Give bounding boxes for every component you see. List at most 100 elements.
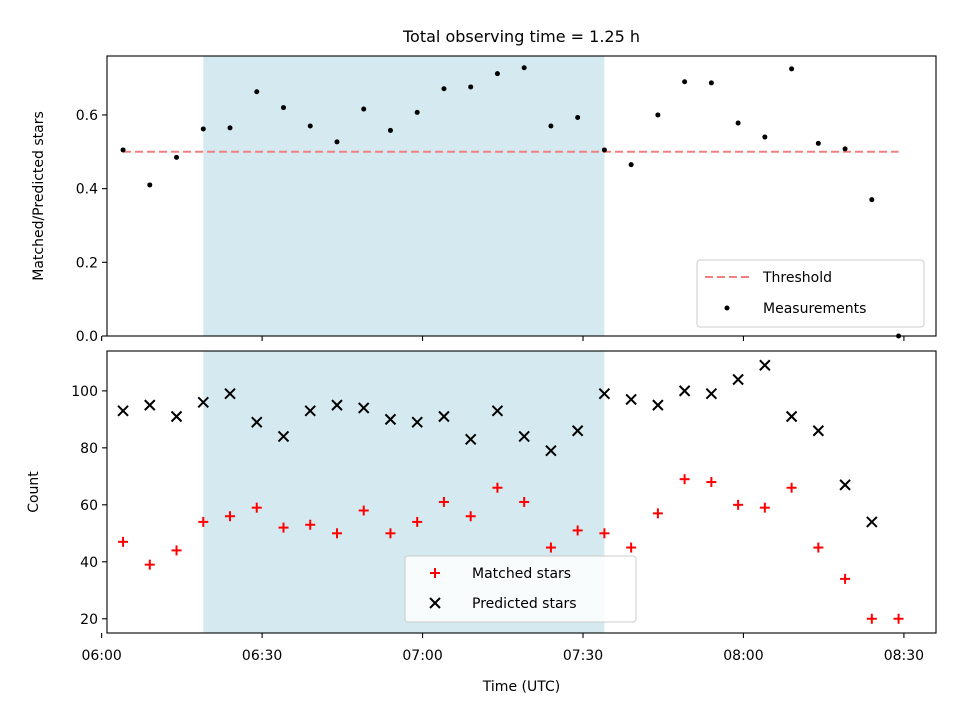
predicted-star-point-b	[705, 388, 718, 400]
bottom-y-tick-label: 40	[80, 555, 98, 571]
legend-matched-label: Matched stars	[472, 566, 571, 582]
predicted-star-point-b	[491, 405, 504, 417]
measurement-point	[842, 146, 848, 152]
measurement-point	[521, 65, 527, 71]
predicted-star-point	[331, 399, 343, 411]
predicted-stars-points	[117, 359, 878, 528]
matched-star-point	[626, 542, 637, 553]
predicted-star-point-b	[759, 359, 771, 371]
matched-stars-points	[118, 474, 904, 624]
bottom-x-tick-label: 07:00	[402, 648, 442, 664]
top-y-tick-label: 0.2	[76, 255, 98, 271]
matched-star-point	[225, 511, 236, 522]
predicted-star-point-b	[545, 444, 557, 457]
top-y-tick-label: 0.6	[76, 108, 98, 124]
predicted-star-point	[491, 405, 504, 417]
predicted-star-point	[144, 399, 156, 411]
predicted-star-point	[170, 410, 183, 423]
matched-star-point	[144, 559, 155, 570]
measurement-point	[200, 126, 206, 132]
bottom-y-tick-label: 60	[80, 498, 98, 514]
bottom-y-tick-label: 20	[80, 612, 98, 628]
predicted-star-point-b	[331, 399, 343, 411]
matched-star-point	[866, 613, 877, 624]
measurement-point	[174, 154, 180, 160]
matched-star-point	[519, 496, 530, 507]
top-y-tick-label: 0.4	[76, 182, 98, 198]
matched-star-point	[733, 499, 744, 510]
legend-x-b	[429, 597, 441, 609]
measurement-point	[575, 115, 581, 121]
top-panel: 0.0 0.2 0.4 0.6 Total observing time = 1.25…	[31, 27, 937, 345]
predicted-star-point-b	[678, 385, 691, 397]
measurement-point	[414, 109, 420, 115]
measurement-point	[387, 127, 393, 133]
predicted-star-point	[197, 396, 209, 408]
measurement-point	[762, 134, 768, 140]
predicted-star-point	[785, 410, 798, 423]
measurement-point	[708, 80, 714, 86]
predicted-star-point-b	[277, 430, 290, 443]
predicted-star-point	[732, 373, 744, 386]
bottom-x-tick-label: 08:30	[884, 648, 924, 664]
predicted-star-point-b	[411, 416, 423, 428]
predicted-star-point	[759, 359, 771, 371]
matched-star-point	[652, 508, 663, 519]
predicted-star-point-b	[732, 373, 744, 386]
measurement-point	[682, 79, 688, 85]
top-x-ticks	[101, 336, 905, 341]
measurement-point	[227, 125, 233, 131]
predicted-star-point-b	[625, 393, 637, 406]
predicted-star-point-b	[170, 410, 183, 423]
measurement-point	[815, 140, 821, 146]
matched-star-point	[171, 545, 182, 556]
predicted-star-point-b	[464, 433, 477, 446]
measurement-point	[655, 112, 661, 118]
predicted-star-point-b	[384, 413, 397, 426]
matched-star-point	[706, 477, 717, 488]
chart-title: Total observing time = 1.25 h	[402, 27, 640, 46]
x-axis-label: Time (UTC)	[482, 679, 560, 695]
legend-predicted-swatch	[429, 597, 441, 609]
predicted-star-point	[625, 393, 637, 406]
matched-star-point	[599, 528, 610, 539]
measurement-point	[254, 89, 260, 95]
predicted-star-point	[598, 388, 611, 400]
predicted-star-point	[652, 399, 664, 411]
top-y-tick-label: 0.0	[76, 329, 98, 345]
predicted-star-point-b	[304, 405, 316, 417]
matched-star-point	[118, 536, 129, 547]
measurement-point	[147, 182, 153, 188]
matched-star-point	[840, 573, 851, 584]
matched-star-point	[679, 474, 690, 485]
predicted-star-point-b	[785, 410, 798, 423]
matched-star-point	[545, 542, 556, 553]
predicted-star-point-b	[358, 402, 370, 414]
matched-star-point	[331, 528, 342, 539]
measurement-point	[548, 123, 554, 129]
predicted-star-point-b	[598, 388, 611, 400]
matched-star-point	[358, 505, 369, 516]
matched-star-point	[305, 519, 316, 530]
bottom-y-tick-label: 80	[80, 441, 98, 457]
matched-star-point	[572, 525, 583, 536]
legend-predicted-label: Predicted stars	[472, 596, 577, 612]
predicted-star-point-b	[224, 388, 236, 400]
measurement-point	[869, 197, 875, 203]
measurement-point	[307, 123, 313, 129]
predicted-star-point-b	[812, 425, 825, 437]
bottom-x-axis: 06:00 06:30 07:00 07:30 08:00 08:30	[81, 633, 924, 664]
predicted-star-point-b	[518, 430, 530, 443]
bottom-axes-frame	[106, 350, 937, 634]
predicted-star-point-b	[117, 405, 129, 417]
measurement-point	[120, 147, 126, 153]
predicted-star-point-b	[839, 479, 851, 491]
predicted-star-point-b	[866, 516, 878, 528]
measurement-point	[361, 106, 367, 112]
legend-measurements-label: Measurements	[763, 301, 866, 317]
predicted-star-point	[251, 416, 263, 428]
predicted-star-point	[117, 405, 129, 417]
measurement-point	[280, 105, 286, 111]
top-highlight-span	[203, 56, 605, 336]
predicted-star-point	[518, 430, 530, 443]
